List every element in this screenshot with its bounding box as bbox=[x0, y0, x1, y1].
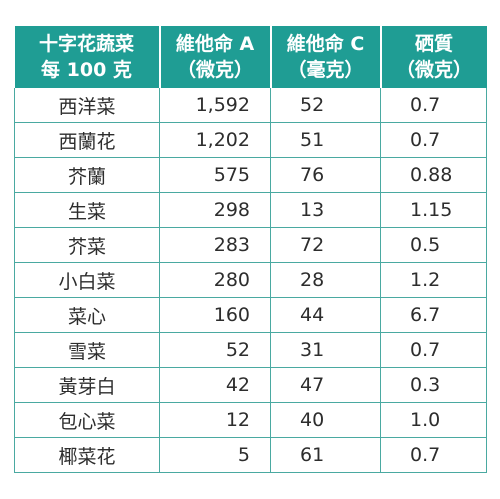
cell-selenium: 0.7 bbox=[380, 122, 487, 158]
cell-vitamin-c: 76 bbox=[270, 157, 381, 193]
cell-vitamin-c: 40 bbox=[270, 402, 381, 438]
header-vitamin-c-line2: （毫克） bbox=[287, 59, 364, 81]
table-row: 芥菜 283 72 0.5 bbox=[14, 227, 487, 263]
cell-selenium: 0.7 bbox=[380, 88, 487, 123]
cell-vegetable: 生菜 bbox=[14, 192, 160, 228]
cell-selenium: 0.5 bbox=[380, 227, 487, 263]
cell-vitamin-a: 298 bbox=[159, 192, 271, 228]
cell-vitamin-c: 28 bbox=[270, 262, 381, 298]
cell-selenium: 1.2 bbox=[380, 262, 487, 298]
cell-vitamin-a: 12 bbox=[159, 402, 271, 438]
table-row: 菜心 160 44 6.7 bbox=[14, 297, 487, 333]
table-row: 雪菜 52 31 0.7 bbox=[14, 332, 487, 368]
cell-vitamin-a: 42 bbox=[159, 367, 271, 403]
cell-vitamin-c: 61 bbox=[270, 437, 381, 473]
header-selenium-line2: （微克） bbox=[395, 59, 472, 81]
table-row: 黃芽白 42 47 0.3 bbox=[14, 367, 487, 403]
table-row: 西蘭花 1,202 51 0.7 bbox=[14, 122, 487, 158]
header-vitamin-c-line1: 維他命 C bbox=[286, 33, 365, 55]
cell-vegetable: 黃芽白 bbox=[14, 367, 160, 403]
cell-vegetable: 小白菜 bbox=[14, 262, 160, 298]
cell-selenium: 0.3 bbox=[380, 367, 487, 403]
header-vitamin-c: 維他命 C （毫克） bbox=[270, 26, 382, 88]
cell-vitamin-a: 5 bbox=[159, 437, 271, 473]
cell-vegetable: 芥蘭 bbox=[14, 157, 160, 193]
header-vegetable-line1: 十字花蔬菜 bbox=[38, 33, 134, 55]
cell-vitamin-c: 51 bbox=[270, 122, 381, 158]
header-vitamin-a: 維他命 A （微克） bbox=[159, 26, 272, 88]
cell-vitamin-a: 280 bbox=[159, 262, 271, 298]
cell-vegetable: 芥菜 bbox=[14, 227, 160, 263]
cell-vegetable: 西洋菜 bbox=[14, 88, 160, 123]
table-body: 西洋菜 1,592 52 0.7 西蘭花 1,202 51 0.7 芥蘭 575… bbox=[14, 88, 487, 473]
nutrition-table-container: 十字花蔬菜 每 100 克 維他命 A （微克） 維他命 C （毫克） 硒質 （… bbox=[14, 26, 487, 473]
cell-vitamin-c: 52 bbox=[270, 88, 381, 123]
cell-vitamin-c: 44 bbox=[270, 297, 381, 333]
cell-vitamin-a: 283 bbox=[159, 227, 271, 263]
cell-selenium: 6.7 bbox=[380, 297, 487, 333]
header-selenium-line1: 硒質 bbox=[414, 33, 453, 55]
nutrition-table: 十字花蔬菜 每 100 克 維他命 A （微克） 維他命 C （毫克） 硒質 （… bbox=[14, 26, 487, 473]
cell-selenium: 0.7 bbox=[380, 437, 487, 473]
cell-vitamin-a: 52 bbox=[159, 332, 271, 368]
table-header: 十字花蔬菜 每 100 克 維他命 A （微克） 維他命 C （毫克） 硒質 （… bbox=[14, 26, 487, 88]
table-row: 生菜 298 13 1.15 bbox=[14, 192, 487, 228]
table-row: 小白菜 280 28 1.2 bbox=[14, 262, 487, 298]
header-vegetable-line2: 每 100 克 bbox=[41, 59, 132, 81]
cell-vegetable: 椰菜花 bbox=[14, 437, 160, 473]
table-row: 包心菜 12 40 1.0 bbox=[14, 402, 487, 438]
cell-selenium: 0.88 bbox=[380, 157, 487, 193]
cell-vegetable: 西蘭花 bbox=[14, 122, 160, 158]
cell-vegetable: 包心菜 bbox=[14, 402, 160, 438]
header-vitamin-a-line2: （微克） bbox=[176, 59, 253, 81]
cell-selenium: 0.7 bbox=[380, 332, 487, 368]
cell-selenium: 1.15 bbox=[380, 192, 487, 228]
cell-vitamin-a: 1,202 bbox=[159, 122, 271, 158]
cell-vitamin-a: 1,592 bbox=[159, 88, 271, 123]
header-vitamin-a-line1: 維他命 A bbox=[175, 33, 255, 55]
table-row: 椰菜花 5 61 0.7 bbox=[14, 437, 487, 473]
table-row: 芥蘭 575 76 0.88 bbox=[14, 157, 487, 193]
header-selenium: 硒質 （微克） bbox=[380, 26, 487, 88]
cell-vegetable: 雪菜 bbox=[14, 332, 160, 368]
header-vegetable: 十字花蔬菜 每 100 克 bbox=[14, 26, 161, 88]
cell-vitamin-a: 575 bbox=[159, 157, 271, 193]
cell-vegetable: 菜心 bbox=[14, 297, 160, 333]
cell-vitamin-c: 31 bbox=[270, 332, 381, 368]
table-row: 西洋菜 1,592 52 0.7 bbox=[14, 88, 487, 123]
cell-vitamin-c: 13 bbox=[270, 192, 381, 228]
cell-vitamin-a: 160 bbox=[159, 297, 271, 333]
cell-vitamin-c: 47 bbox=[270, 367, 381, 403]
cell-vitamin-c: 72 bbox=[270, 227, 381, 263]
cell-selenium: 1.0 bbox=[380, 402, 487, 438]
